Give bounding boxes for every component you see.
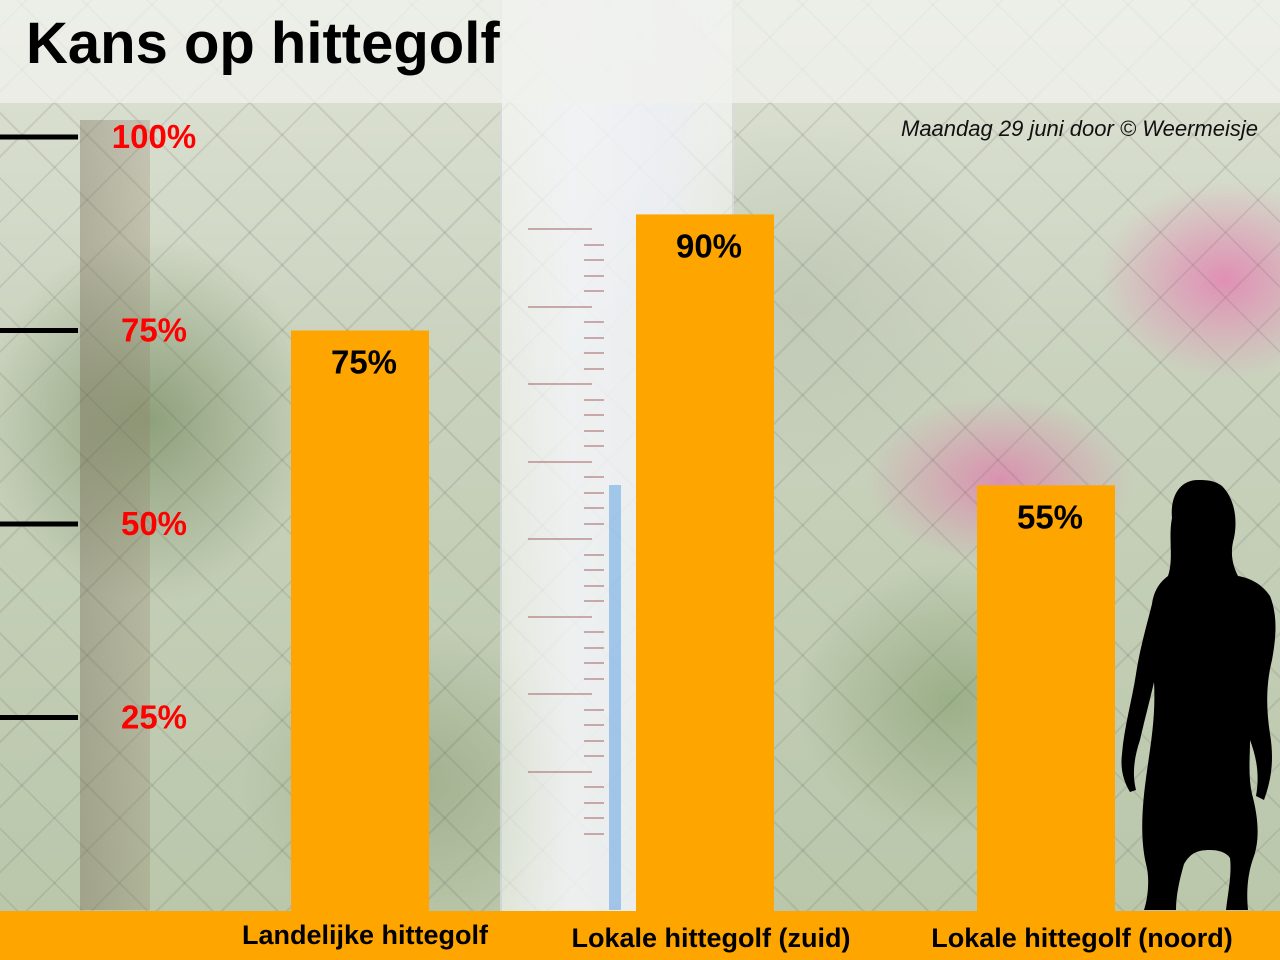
thermometer-tick	[584, 429, 604, 432]
thermometer-tick	[584, 398, 604, 401]
thermometer-tick	[584, 321, 604, 323]
thermometer-tick	[584, 445, 604, 447]
bar	[291, 330, 429, 911]
thermometer-tick	[584, 522, 604, 525]
thermometer-tick	[584, 708, 604, 711]
thermometer-tick	[528, 538, 592, 540]
thermometer-tick	[584, 662, 604, 664]
thermometer-tick	[584, 832, 604, 835]
thermometer-tick	[584, 817, 604, 819]
thermometer-tick	[584, 553, 604, 556]
thermometer-tick	[584, 414, 604, 416]
thermometer-tick	[528, 615, 592, 618]
y-tick-label: 50%	[121, 505, 187, 542]
thermometer-tick	[528, 305, 592, 308]
thermometer-tick	[528, 460, 592, 463]
page-title: Kans op hittegolf	[26, 11, 500, 76]
thermometer-tick	[584, 724, 604, 726]
category-label: Landelijke hittegolf	[242, 920, 489, 950]
y-tick-label: 100%	[112, 118, 196, 155]
category-label: Lokale hittegolf (zuid)	[572, 923, 851, 953]
thermometer-tick	[584, 569, 604, 571]
thermometer-tick	[584, 584, 604, 587]
thermometer-tick	[584, 755, 604, 757]
y-tick-label: 75%	[121, 312, 187, 349]
thermometer-tick	[584, 243, 604, 246]
bar	[977, 485, 1115, 911]
thermometer-tick	[584, 290, 604, 292]
thermometer-tick	[584, 739, 604, 742]
bar-value-label: 90%	[676, 227, 742, 264]
thermometer-tick	[528, 693, 592, 695]
thermometer-tick	[584, 336, 604, 339]
y-tick-label: 25%	[121, 699, 187, 736]
thermometer-tick	[584, 786, 604, 788]
thermometer-tick	[584, 476, 604, 478]
thermometer-tick	[528, 383, 592, 385]
thermometer-tick	[584, 677, 604, 680]
thermometer-tick	[528, 770, 592, 773]
thermometer-tick	[584, 367, 604, 370]
thermometer-tick	[584, 507, 604, 509]
thermometer-tick	[584, 274, 604, 277]
thermometer-liquid	[609, 485, 621, 910]
woman-silhouette-icon	[1121, 480, 1276, 910]
thermometer-tick	[584, 600, 604, 602]
thermometer-tick	[584, 631, 604, 633]
bar-value-label: 75%	[331, 344, 397, 381]
thermometer-tick	[584, 801, 604, 804]
bar	[636, 214, 774, 911]
credit-line: Maandag 29 juni door © Weermeisje	[901, 116, 1258, 141]
thermometer-tick	[584, 646, 604, 649]
thermometer-tick	[584, 352, 604, 354]
bar-value-label: 55%	[1017, 498, 1083, 535]
thermometer-tick	[528, 228, 592, 230]
thermometer-tick	[584, 491, 604, 494]
tree-trunk	[80, 120, 150, 910]
category-label: Lokale hittegolf (noord)	[931, 923, 1232, 953]
chart-baseline-band	[0, 911, 1280, 960]
thermometer-tick	[584, 259, 604, 261]
title-band	[0, 0, 1280, 103]
